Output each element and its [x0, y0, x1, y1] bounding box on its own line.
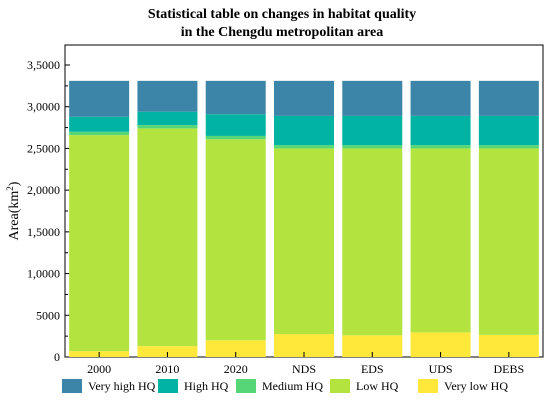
bar-NDS-medium-hq — [274, 145, 334, 149]
y-axis: 0 5000 1,0000 1,5000 2,0000 2,5000 3,0000 3,500… — [27, 58, 70, 364]
bar-2010-very-high-hq — [137, 80, 198, 112]
y-tick-label-5: 2,5000 — [27, 141, 60, 155]
bar-UDS-low-hq — [410, 148, 471, 333]
bar-2000-low-hq — [69, 135, 130, 352]
y-tick-label-7: 3,5000 — [27, 58, 60, 72]
bar-EDS-very-low-hq — [342, 335, 403, 357]
x-tick-label-EDS: EDS — [361, 362, 384, 376]
x-tick-label-DEBS: DEBS — [494, 362, 525, 376]
legend-label-very-high-hq: Very high HQ — [88, 379, 156, 393]
y-tick-label-1: 5000 — [36, 308, 60, 322]
bar-2020-very-low-hq — [205, 340, 266, 357]
x-tick-label-2010: 2010 — [155, 362, 179, 376]
legend-label-low-hq: Low HQ — [356, 379, 399, 393]
x-axis: 2000 2010 2020 NDS EDS UDS DEBS — [87, 352, 524, 376]
bar-DEBS-high-hq — [478, 115, 539, 146]
bar-DEBS-very-high-hq — [478, 80, 539, 116]
x-tick-label-2000: 2000 — [87, 362, 111, 376]
x-tick-label-2020: 2020 — [224, 362, 248, 376]
legend-swatch-low-hq — [330, 379, 350, 393]
bar-2010-very-low-hq — [137, 346, 198, 357]
bar-2020-medium-hq — [205, 135, 266, 140]
legend-swatch-medium-hq — [236, 379, 256, 393]
legend-swatch-very-high-hq — [62, 379, 82, 393]
bar-2020-high-hq — [205, 114, 266, 136]
bar-2000-very-high-hq — [69, 80, 130, 117]
bar-2010-high-hq — [137, 111, 198, 126]
y-tick-label-3: 1,5000 — [27, 225, 60, 239]
bar-2020-very-high-hq — [205, 80, 266, 115]
bar-UDS-very-high-hq — [410, 80, 471, 116]
bar-2020-low-hq — [205, 139, 266, 341]
x-tick-label-UDS: UDS — [429, 362, 453, 376]
bar-EDS-high-hq — [342, 115, 403, 146]
bar-2010-medium-hq — [137, 125, 198, 129]
x-tick-label-NDS: NDS — [292, 362, 316, 376]
chart-title-line-1: Statistical table on changes in habitat … — [148, 7, 416, 22]
y-tick-label-0: 0 — [54, 350, 60, 364]
bar-EDS-medium-hq — [342, 145, 403, 149]
bar-EDS-low-hq — [342, 148, 403, 336]
bar-DEBS-very-low-hq — [478, 334, 539, 357]
legend-label-very-low-hq: Very low HQ — [444, 379, 508, 393]
bar-2000-medium-hq — [69, 131, 130, 136]
bar-EDS-very-high-hq — [342, 80, 403, 116]
y-axis-title-main: Area(km — [7, 191, 22, 241]
legend-swatch-very-low-hq — [418, 379, 438, 393]
y-tick-label-6: 3,0000 — [27, 100, 60, 114]
y-tick-label-4: 2,0000 — [27, 183, 60, 197]
legend-label-medium-hq: Medium HQ — [262, 379, 323, 393]
bar-NDS-very-low-hq — [274, 334, 334, 357]
y-axis-title-end: ) — [7, 181, 22, 186]
stacked-bars — [69, 80, 539, 357]
bar-DEBS-low-hq — [478, 148, 539, 335]
bar-NDS-high-hq — [274, 115, 334, 146]
bar-UDS-medium-hq — [410, 145, 471, 149]
bar-NDS-low-hq — [274, 148, 334, 335]
bar-DEBS-medium-hq — [478, 145, 539, 149]
bar-2000-high-hq — [69, 116, 130, 132]
chart-title-line-2: in the Chengdu metropolitan area — [181, 25, 384, 40]
legend-label-high-hq: High HQ — [184, 379, 229, 393]
bar-2010-low-hq — [137, 128, 198, 347]
legend-swatch-high-hq — [158, 379, 178, 393]
legend: Very high HQ High HQ Medium HQ Low HQ Very l… — [62, 379, 508, 393]
y-axis-title: Area(km2) — [5, 181, 22, 240]
y-tick-label-2: 1,0000 — [27, 267, 60, 281]
y-axis-title-superscript: 2 — [5, 186, 15, 191]
bar-UDS-high-hq — [410, 115, 471, 146]
bar-NDS-very-high-hq — [274, 80, 334, 116]
